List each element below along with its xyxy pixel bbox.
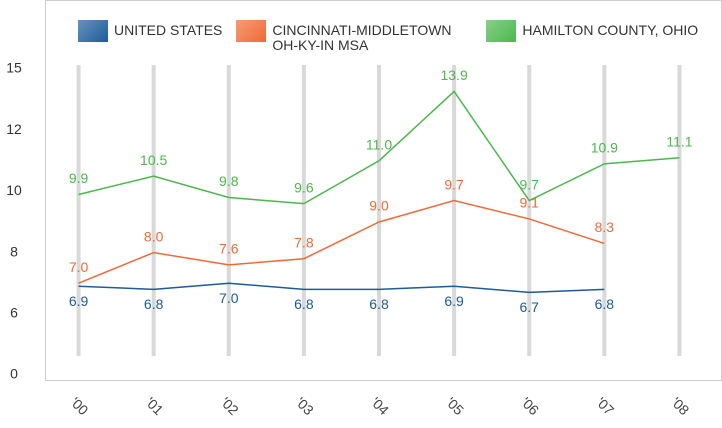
x-tick-label: '06 bbox=[518, 394, 542, 418]
y-tick-label: 12 bbox=[6, 121, 22, 137]
legend-item: CINCINNATI-MIDDLETOWN OH-KY-IN MSA bbox=[236, 20, 472, 53]
data-label: 7.8 bbox=[294, 234, 314, 250]
x-tick-label: '01 bbox=[142, 394, 166, 418]
x-tick-label: '07 bbox=[593, 394, 617, 418]
series-line bbox=[78, 199, 605, 284]
legend-swatch bbox=[78, 20, 108, 42]
legend-swatch bbox=[486, 20, 517, 42]
legend-swatch bbox=[236, 20, 267, 42]
plot-frame bbox=[45, 0, 722, 381]
data-label: 6.9 bbox=[69, 293, 89, 309]
y-tick-label: 6 bbox=[10, 305, 18, 321]
data-label: 11.0 bbox=[366, 137, 392, 153]
legend: UNITED STATES CINCINNATI-MIDDLETOWN OH-KY… bbox=[78, 20, 698, 53]
legend-item: HAMILTON COUNTY, OHIO bbox=[486, 20, 698, 53]
data-label: 6.8 bbox=[144, 296, 164, 312]
x-tick-label: '03 bbox=[293, 394, 317, 418]
legend-label: UNITED STATES bbox=[114, 22, 223, 38]
x-tick-label: '08 bbox=[668, 394, 692, 418]
x-tick-label: '00 bbox=[67, 394, 91, 418]
data-label: 7.0 bbox=[219, 290, 239, 306]
x-tick-label: '05 bbox=[443, 394, 467, 418]
data-label: 6.8 bbox=[595, 296, 615, 312]
data-label: 9.0 bbox=[369, 198, 389, 214]
data-label: 7.0 bbox=[69, 259, 89, 275]
legend-label: HAMILTON COUNTY, OHIO bbox=[522, 22, 699, 38]
data-label: 6.8 bbox=[294, 296, 314, 312]
data-label: 7.6 bbox=[219, 241, 239, 257]
data-label: 10.5 bbox=[140, 152, 167, 168]
series-line bbox=[78, 90, 680, 205]
data-label: 6.7 bbox=[519, 299, 539, 315]
data-label: 13.9 bbox=[440, 67, 467, 83]
data-label: 9.9 bbox=[69, 170, 89, 186]
data-label: 6.9 bbox=[444, 293, 464, 309]
x-tick-label: '04 bbox=[368, 394, 392, 418]
y-tick-label: 10 bbox=[6, 182, 22, 198]
y-tick-label: 8 bbox=[10, 243, 18, 259]
data-label: 10.9 bbox=[591, 140, 618, 156]
data-label: 8.0 bbox=[144, 228, 164, 244]
data-label: 9.8 bbox=[219, 173, 239, 189]
y-tick-label: 15 bbox=[6, 60, 22, 76]
data-label: 9.7 bbox=[519, 176, 539, 192]
x-tick-label: '02 bbox=[218, 394, 242, 418]
legend-item: UNITED STATES bbox=[78, 20, 222, 53]
data-label: 9.6 bbox=[294, 179, 314, 195]
y-tick-label: 0 bbox=[10, 366, 18, 382]
data-label: 9.7 bbox=[444, 176, 464, 192]
series-line bbox=[78, 282, 605, 294]
data-label: 8.3 bbox=[595, 219, 615, 235]
data-label: 11.1 bbox=[666, 133, 692, 149]
data-label: 6.8 bbox=[369, 296, 389, 312]
legend-label: CINCINNATI-MIDDLETOWN OH-KY-IN MSA bbox=[272, 22, 452, 53]
